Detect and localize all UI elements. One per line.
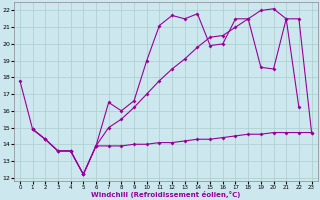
X-axis label: Windchill (Refroidissement éolien,°C): Windchill (Refroidissement éolien,°C) — [91, 191, 240, 198]
